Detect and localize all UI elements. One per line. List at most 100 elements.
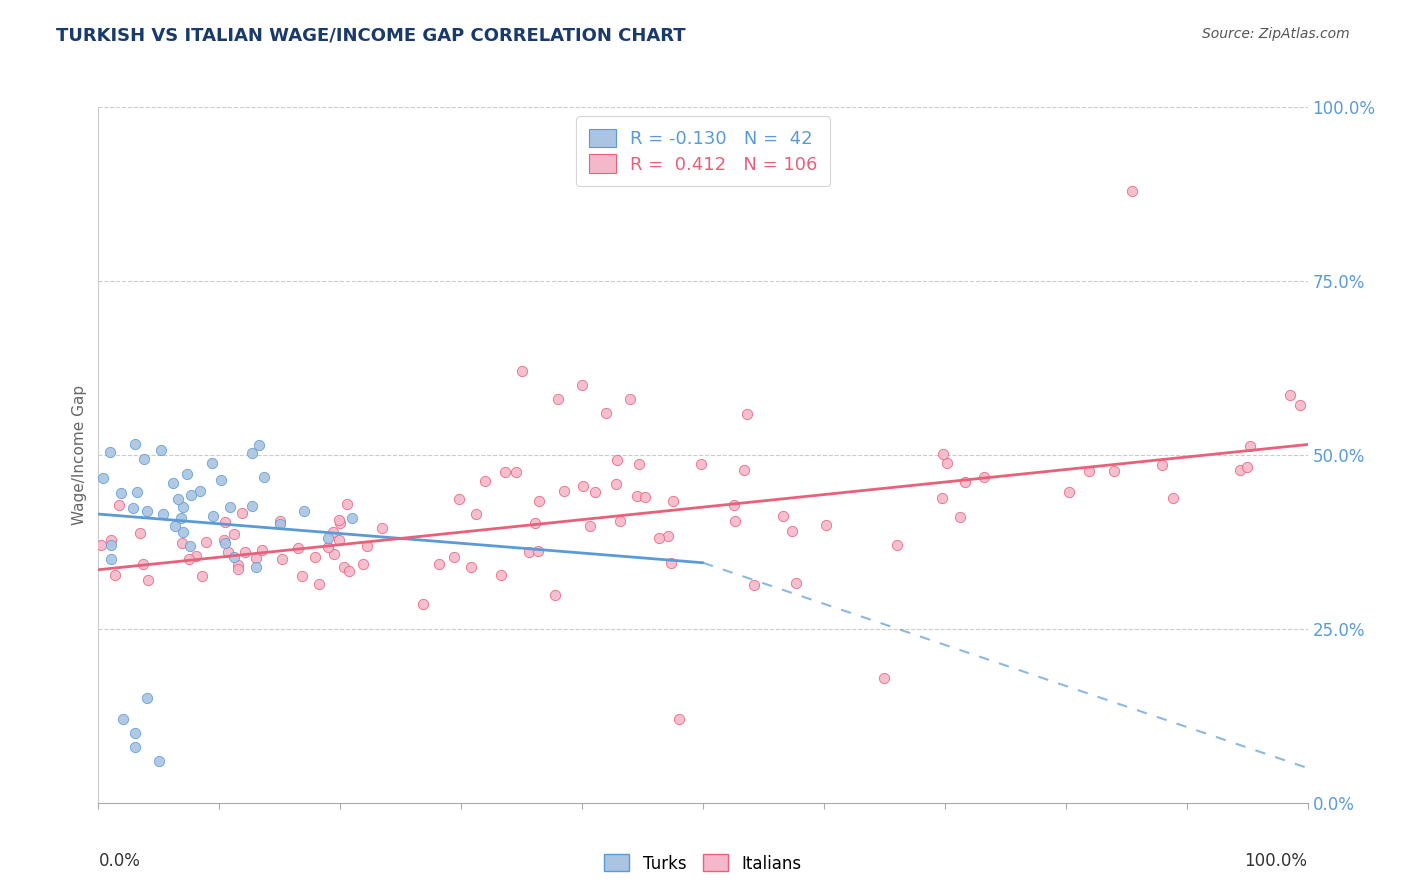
Point: [138, 573, 160, 587]
Point: [583, 485, 606, 500]
Point: [233, 545, 256, 559]
Point: [517, 544, 540, 558]
Point: [231, 506, 253, 520]
Legend: R = -0.130   N =  42, R =  0.412   N = 106: R = -0.130 N = 42, R = 0.412 N = 106: [576, 116, 830, 186]
Point: [633, 490, 655, 504]
Point: [342, 510, 364, 524]
Point: [127, 485, 149, 500]
Point: [571, 478, 593, 492]
Point: [292, 503, 315, 517]
Point: [172, 524, 194, 539]
Point: [723, 498, 745, 512]
Point: [179, 552, 201, 566]
Point: [1078, 464, 1101, 478]
Point: [1239, 439, 1261, 453]
Point: [659, 557, 682, 571]
Point: [657, 528, 679, 542]
Point: [201, 456, 224, 470]
Point: [955, 475, 977, 489]
Point: [166, 492, 188, 507]
Point: [91, 470, 114, 484]
Point: [412, 597, 434, 611]
Point: [247, 438, 270, 452]
Point: [217, 544, 239, 558]
Point: [228, 562, 250, 576]
Point: [214, 536, 236, 550]
Point: [1121, 184, 1143, 198]
Point: [935, 456, 957, 470]
Point: [250, 542, 273, 557]
Point: [742, 578, 765, 592]
Point: [304, 550, 326, 565]
Point: [176, 467, 198, 482]
Point: [429, 557, 451, 571]
Point: [242, 446, 264, 460]
Y-axis label: Wage/Income Gap: Wage/Income Gap: [72, 384, 87, 525]
Point: [318, 541, 340, 555]
Point: [271, 551, 294, 566]
Point: [104, 568, 127, 582]
Point: [648, 532, 671, 546]
Point: [735, 407, 758, 421]
Point: [1152, 458, 1174, 472]
Point: [287, 541, 309, 555]
Point: [170, 536, 193, 550]
Point: [195, 534, 218, 549]
Point: [772, 509, 794, 524]
Point: [1163, 491, 1185, 505]
Point: [973, 470, 995, 484]
Point: [222, 527, 245, 541]
Point: [352, 557, 374, 571]
Point: [949, 510, 972, 524]
Point: [132, 557, 155, 571]
Point: [510, 364, 533, 378]
Point: [269, 517, 291, 532]
Point: [269, 515, 291, 529]
Point: [253, 470, 276, 484]
Point: [785, 576, 807, 591]
Point: [547, 392, 569, 407]
Point: [733, 463, 755, 477]
Point: [188, 483, 211, 498]
Point: [529, 493, 551, 508]
Text: 100.0%: 100.0%: [1244, 852, 1308, 870]
Point: [1057, 485, 1080, 500]
Point: [226, 558, 249, 572]
Point: [571, 378, 593, 392]
Point: [873, 671, 896, 685]
Legend: Turks, Italians: Turks, Italians: [598, 847, 808, 880]
Point: [931, 491, 953, 505]
Point: [219, 500, 242, 515]
Point: [214, 516, 236, 530]
Point: [724, 514, 747, 528]
Point: [170, 511, 193, 525]
Point: [110, 485, 132, 500]
Point: [333, 560, 356, 574]
Point: [668, 712, 690, 726]
Point: [578, 519, 600, 533]
Point: [460, 560, 482, 574]
Point: [662, 494, 685, 508]
Point: [627, 457, 650, 471]
Point: [152, 508, 174, 522]
Point: [605, 477, 627, 491]
Point: [609, 514, 631, 528]
Point: [100, 552, 122, 566]
Point: [523, 516, 546, 530]
Point: [322, 548, 344, 562]
Point: [136, 504, 159, 518]
Point: [245, 560, 267, 574]
Point: [135, 691, 157, 706]
Point: [606, 452, 628, 467]
Point: [98, 445, 121, 459]
Point: [505, 465, 527, 479]
Point: [690, 457, 713, 471]
Point: [494, 465, 516, 479]
Point: [202, 508, 225, 523]
Point: [172, 500, 194, 514]
Point: [180, 488, 202, 502]
Point: [245, 550, 267, 565]
Point: [337, 564, 360, 578]
Point: [108, 498, 131, 512]
Point: [122, 500, 145, 515]
